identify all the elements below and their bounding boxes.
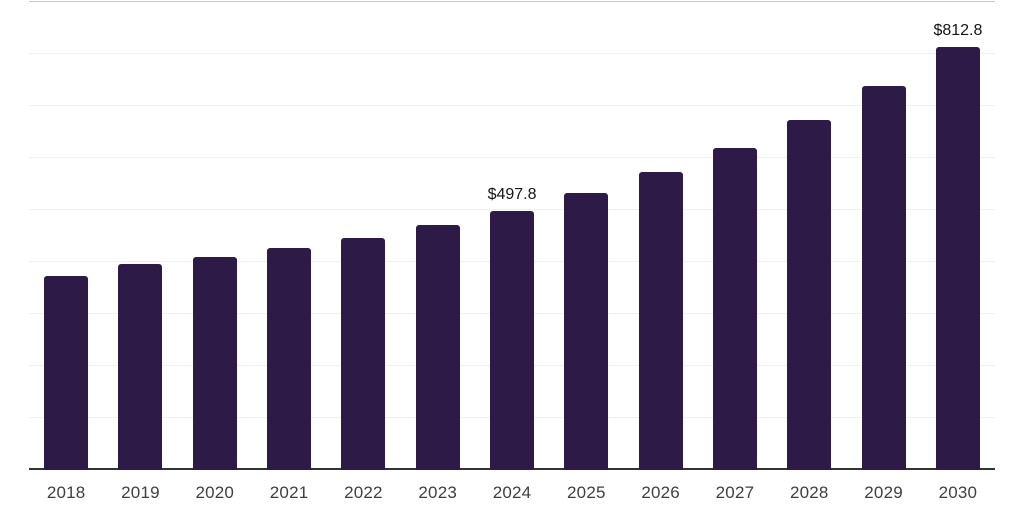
bar-group-2020: 2020 [178, 0, 252, 502]
bar-2024 [490, 211, 535, 470]
bar-2023 [415, 224, 460, 470]
bar-group-2026: 2026 [624, 0, 698, 502]
data-label-2030: $812.8 [933, 22, 983, 40]
bar-group-2023: 2023 [401, 0, 475, 502]
x-tick-label-2022: 2022 [344, 483, 383, 502]
x-tick-label-2019: 2019 [121, 483, 160, 502]
x-tick-label-2021: 2021 [269, 483, 309, 502]
data-label-2024: $497.8 [487, 186, 537, 204]
bars-container: 2018 2019 2020 2021 2022 2023 $497.8 2024 2025 20… [29, 0, 995, 502]
x-tick-label-2020: 2020 [195, 483, 235, 502]
gridline-900 [29, 1, 995, 2]
gridline-500 [29, 209, 995, 210]
bar-2030 [935, 47, 980, 470]
x-tick-label-2026: 2026 [641, 483, 680, 502]
bar-2019 [118, 264, 163, 470]
bar-group-2019: 2019 [103, 0, 177, 502]
bar-group-2029: 2029 [846, 0, 920, 502]
x-tick-label-2024: 2024 [492, 483, 532, 502]
gridline-700 [29, 105, 995, 106]
bar-group-2024: $497.8 2024 [475, 0, 549, 502]
gridline-600 [29, 157, 995, 158]
bar-2029 [861, 86, 906, 470]
bar-group-2025: 2025 [549, 0, 623, 502]
bar-2026 [638, 172, 683, 470]
bar-group-2018: 2018 [29, 0, 103, 502]
bar-2020 [192, 256, 237, 470]
bar-2028 [787, 119, 832, 470]
bar-group-2022: 2022 [326, 0, 400, 502]
bar-2021 [267, 248, 312, 470]
bar-2027 [712, 148, 757, 470]
bar-group-2027: 2027 [698, 0, 772, 502]
x-tick-label-2027: 2027 [715, 483, 755, 502]
bar-group-2030: $812.8 2030 [921, 0, 995, 502]
x-tick-label-2028: 2028 [789, 483, 829, 502]
x-tick-label-2023: 2023 [418, 483, 458, 502]
bar-2022 [341, 238, 386, 470]
x-tick-label-2025: 2025 [567, 483, 606, 502]
x-tick-label-2029: 2029 [864, 483, 903, 502]
gridline-800 [29, 53, 995, 54]
x-tick-label-2030: 2030 [938, 483, 978, 502]
bar-2018 [44, 275, 89, 470]
bar-group-2021: 2021 [252, 0, 326, 502]
x-tick-label-2018: 2018 [46, 483, 86, 502]
bar-2025 [564, 193, 609, 470]
plot-area: 2018 2019 2020 2021 2022 2023 $497.8 2024 2025 20… [29, 0, 995, 502]
bar-group-2028: 2028 [772, 0, 846, 502]
